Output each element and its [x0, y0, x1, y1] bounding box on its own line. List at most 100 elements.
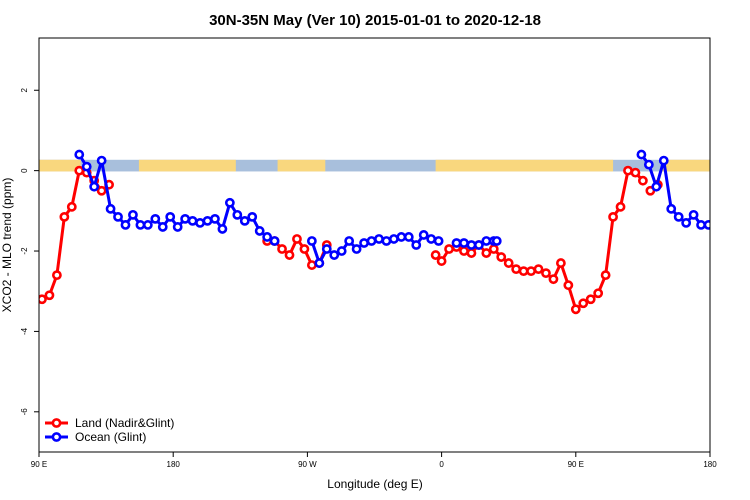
- land-nadir-glint-point: [299, 244, 310, 254]
- legend-label-1: Ocean (Glint): [75, 430, 146, 444]
- ocean-glint-point: [150, 213, 161, 224]
- ocean-glint-point: [120, 220, 131, 230]
- ocean-glint-point: [142, 220, 153, 230]
- ocean-glint-point: [254, 226, 265, 236]
- ocean-glint-point: [135, 220, 146, 230]
- land-nadir-glint-point: [503, 258, 514, 268]
- land-nadir-glint-point: [51, 270, 62, 281]
- ocean-glint-point: [433, 236, 444, 246]
- x-axis: 90 E 180 90 W 0 90 E 180: [31, 452, 717, 469]
- land-nadir-glint-point: [444, 244, 454, 254]
- ocean-glint-point: [451, 238, 462, 248]
- land-nadir-glint-point: [563, 280, 574, 291]
- x-tick-label-2: 90 W: [298, 460, 317, 469]
- x-tick-label-1: 180: [167, 460, 181, 469]
- ocean-glint-point: [210, 213, 220, 224]
- ocean-glint-point: [81, 161, 92, 172]
- x-tick-label-0: 90 E: [31, 460, 47, 469]
- land-nadir-glint-point: [306, 260, 317, 270]
- ocean-glint-point: [128, 209, 138, 220]
- y-tick-label-4: -6: [20, 408, 29, 416]
- surface-band: [39, 159, 710, 172]
- ocean-glint-point: [314, 258, 325, 268]
- ocean-glint-point: [321, 244, 332, 254]
- land-nadir-glint-point: [608, 211, 618, 222]
- ocean-glint-point: [703, 220, 710, 230]
- ocean-glint-point: [491, 236, 502, 246]
- land-nadir-glint-point: [466, 248, 477, 258]
- land-nadir-glint-point: [570, 304, 581, 315]
- ocean-glint-point: [329, 250, 340, 260]
- ocean-glint-point: [180, 213, 191, 224]
- ocean-band: [39, 159, 710, 172]
- ocean-glint-point: [232, 209, 243, 220]
- ocean-glint-point: [105, 203, 116, 214]
- ocean-glint-point: [217, 224, 228, 234]
- ocean-glint-point: [247, 211, 258, 222]
- land-nadir-glint-point: [436, 256, 447, 266]
- land-band-1: [138, 159, 236, 172]
- land-nadir-glint-point: [555, 258, 566, 268]
- ocean-glint-point: [473, 240, 484, 250]
- ocean-glint-point: [696, 220, 706, 230]
- land-nadir-glint-point: [541, 268, 551, 279]
- y-tick-label-1: 0: [20, 168, 29, 173]
- land-nadir-glint-point: [481, 248, 492, 258]
- land-nadir-glint-point: [459, 246, 469, 256]
- ocean-glint-point: [681, 217, 692, 228]
- ocean-glint-point: [157, 222, 168, 232]
- land-nadir-glint-point: [44, 290, 55, 301]
- ocean-glint-point: [411, 240, 422, 250]
- ocean-glint-point: [651, 181, 662, 192]
- legend-marker-1: [51, 432, 62, 442]
- land-nadir-glint-point: [96, 185, 107, 196]
- ocean-glint-point: [388, 234, 399, 244]
- ocean-glint-point: [165, 211, 176, 222]
- land-band-2: [277, 159, 326, 172]
- chart-title: 30N-35N May (Ver 10) 2015-01-01 to 2020-…: [209, 12, 541, 29]
- land-nadir-glint-point: [284, 250, 295, 260]
- land-nadir-glint-point: [518, 266, 529, 277]
- x-tick-label-3: 0: [439, 460, 444, 469]
- ocean-glint-point: [262, 232, 273, 242]
- land-nadir-glint-point: [488, 244, 499, 254]
- legend: Land (Nadir&Glint)Ocean (Glint): [45, 416, 174, 444]
- ocean-glint-point: [224, 197, 235, 208]
- land-nadir-glint-point: [630, 167, 641, 178]
- land-band-4: [662, 159, 710, 172]
- x-axis-label: Longitude (deg E): [327, 477, 422, 491]
- land-nadir-glint-point: [585, 294, 596, 305]
- series-group: [39, 149, 710, 315]
- land-nadir-glint-point: [578, 298, 589, 309]
- y-tick-label-2: -2: [20, 247, 29, 255]
- land-nadir-glint-point: [526, 266, 536, 277]
- y-axis: 2 0 -2 -4 -6: [20, 87, 39, 415]
- ocean-glint-point: [643, 159, 654, 170]
- land-nadir-glint-point: [548, 274, 559, 285]
- land-nadir-glint-point: [74, 165, 85, 176]
- land-band-0: [39, 159, 81, 172]
- ocean-glint-point: [269, 236, 280, 246]
- land-nadir-glint-point: [430, 250, 441, 260]
- ocean-glint-point: [673, 211, 684, 222]
- ocean-glint-point: [96, 155, 107, 166]
- land-nadir-glint-point: [533, 264, 544, 275]
- ocean-glint-point: [74, 149, 85, 160]
- ocean-glint-line-3: [640, 153, 709, 227]
- ocean-glint-point: [466, 240, 477, 250]
- ocean-glint-point: [666, 203, 677, 214]
- land-nadir-glint-point: [66, 201, 77, 212]
- plot-frame: [38, 37, 711, 453]
- land-nadir-glint-point: [638, 175, 648, 186]
- land-nadir-glint-point: [59, 211, 70, 222]
- land-nadir-glint-point: [277, 244, 287, 254]
- land-nadir-glint-point: [593, 288, 604, 299]
- y-axis-label: XCO2 - MLO trend (ppm): [0, 178, 14, 313]
- land-nadir-glint-point: [600, 270, 611, 281]
- ocean-glint-point: [396, 232, 407, 242]
- ocean-glint-point: [418, 230, 429, 240]
- ocean-glint-point: [658, 155, 669, 166]
- ocean-glint-point: [195, 217, 205, 228]
- legend-label-0: Land (Nadir&Glint): [75, 416, 174, 430]
